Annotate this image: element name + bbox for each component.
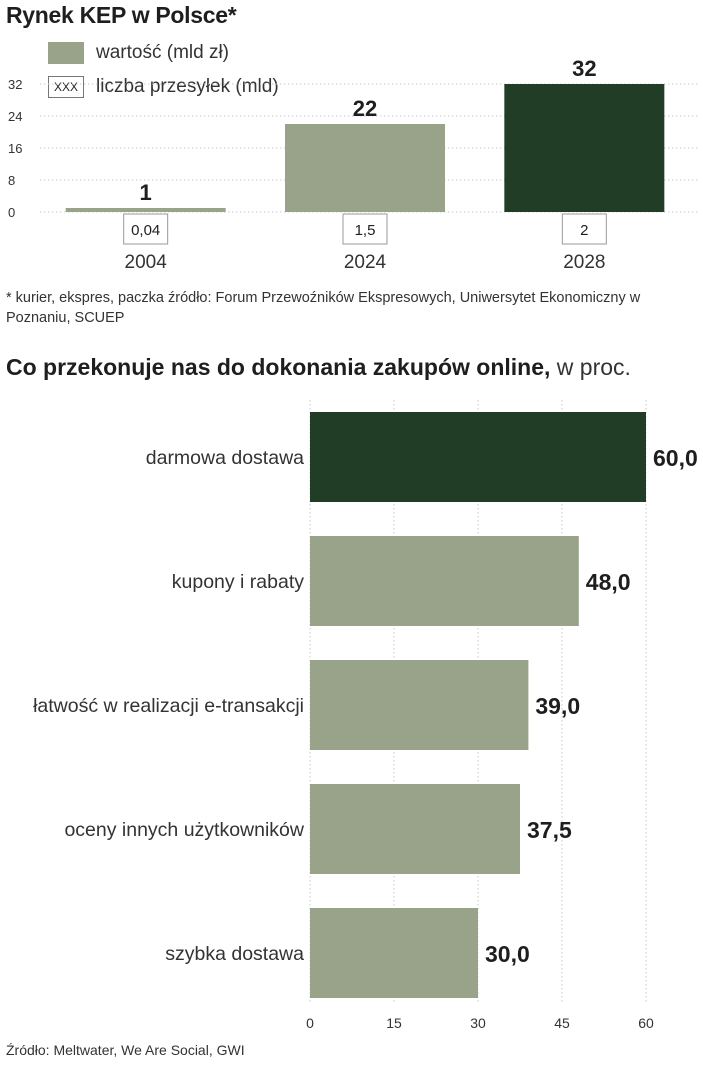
chart1-value-label: 22 <box>353 96 377 121</box>
chart2-bar <box>310 412 646 502</box>
chart2-value-label: 48,0 <box>586 569 631 595</box>
chart2-xtick-label: 60 <box>638 1015 654 1031</box>
chart1-bar-2024 <box>285 124 445 212</box>
chart1-bar-2004 <box>65 208 226 212</box>
chart1-count-label: 2 <box>580 222 588 239</box>
chart2-xtick-label: 45 <box>554 1015 570 1031</box>
chart1-svg: 0 8 16 24 32 1 0,04 2004 22 1,5 2024 32 2 2028 <box>8 56 698 273</box>
chart1-ytick-label: 32 <box>8 77 22 92</box>
chart1-count-label: 0,04 <box>131 222 160 239</box>
chart2-bar <box>310 908 478 998</box>
chart2-xtick-label: 15 <box>386 1015 402 1031</box>
chart2-source: Źródło: Meltwater, We Are Social, GWI <box>6 1042 245 1058</box>
chart1-count-box <box>561 213 607 245</box>
chart1-ytick-label: 24 <box>8 109 22 124</box>
legend-count: XXX liczba przesyłek (mld) <box>48 76 279 98</box>
chart1-category-label: 2024 <box>344 252 387 273</box>
chart2-bar <box>310 660 529 750</box>
chart2-xtick-label: 30 <box>470 1015 486 1031</box>
chart1-ytick-label: 16 <box>8 141 22 156</box>
legend-value: wartość (mld zł) <box>48 42 229 64</box>
legend-count-box: XXX <box>48 76 84 98</box>
chart1-category-label: 2028 <box>563 252 605 273</box>
chart2-bar <box>310 784 520 874</box>
chart1-bar-2028 <box>504 84 665 212</box>
chart1-title: Rynek KEP w Polsce* <box>6 2 237 28</box>
chart1-footnote: * kurier, ekspres, paczka źródło: Forum … <box>6 290 641 326</box>
chart2-svg: 0 15 30 45 60 darmowa dostawa 60,0 kupony i rab… <box>33 400 698 1031</box>
chart2-title: Co przekonuje nas do dokonania zakupów o… <box>6 354 631 381</box>
chart2-category-label: łatwość w realizacji e-transakcji <box>33 695 304 717</box>
chart2-category-label: kupony i rabaty <box>172 571 304 593</box>
chart1-category-label: 2004 <box>125 252 168 273</box>
legend-value-swatch <box>48 42 84 64</box>
chart1-count-label: 1,5 <box>355 222 376 239</box>
chart2-category-label: oceny innych użytkowników <box>64 819 304 841</box>
chart2-value-label: 30,0 <box>485 941 530 967</box>
chart1-count-box <box>123 213 169 245</box>
legend-value-label: wartość (mld zł) <box>96 42 230 63</box>
chart1-ytick-label: 0 <box>8 205 15 220</box>
chart1-value-label: 1 <box>140 180 152 205</box>
chart2-value-label: 37,5 <box>527 817 572 843</box>
chart2-value-label: 39,0 <box>535 693 580 719</box>
chart2-xtick-label: 0 <box>306 1015 314 1031</box>
chart2-category-label: darmowa dostawa <box>146 447 304 469</box>
chart2-value-label: 60,0 <box>653 445 698 471</box>
chart1-count-box <box>342 213 388 245</box>
chart2-bar <box>310 536 579 626</box>
chart2-category-label: szybka dostawa <box>165 943 304 965</box>
chart2-title-unit: w proc. <box>550 354 631 380</box>
chart2-title-main: Co przekonuje nas do dokonania zakupów o… <box>6 354 551 380</box>
legend-count-label: liczba przesyłek (mld) <box>96 76 279 97</box>
chart1-ytick-label: 8 <box>8 173 15 188</box>
chart1-value-label: 32 <box>572 56 596 81</box>
